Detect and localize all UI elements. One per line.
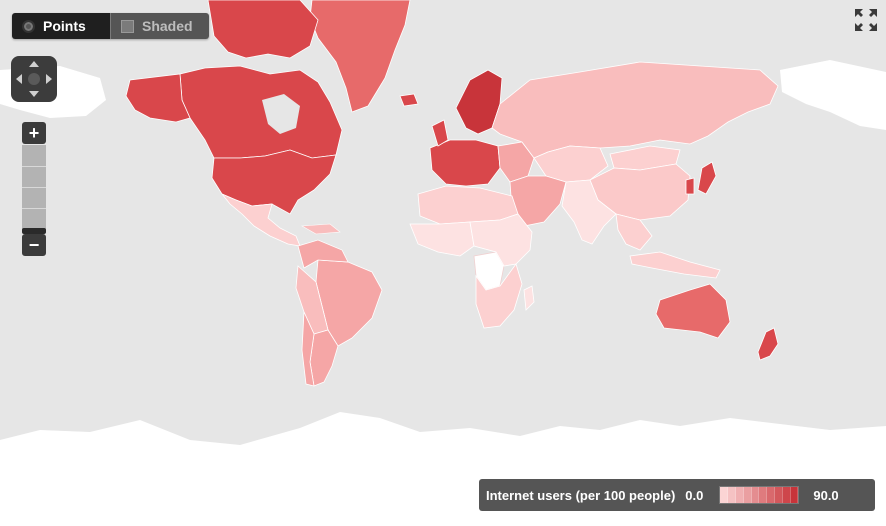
zoom-out-button[interactable]: − (22, 234, 46, 256)
pan-left-arrow[interactable] (16, 74, 22, 84)
country-chile[interactable] (301, 311, 315, 387)
pan-control[interactable] (11, 56, 57, 102)
tab-shaded-label: Shaded (142, 18, 193, 34)
country-southeast-asia[interactable] (615, 213, 653, 251)
legend-ramp-swatch (720, 487, 729, 503)
radio-icon (22, 19, 35, 33)
country-greenland[interactable] (309, 0, 411, 113)
country-iceland[interactable] (399, 93, 419, 107)
zoom-control: + − (22, 122, 46, 256)
country-west-africa[interactable] (409, 221, 475, 257)
legend-ramp-swatch (774, 487, 783, 503)
zoom-slider-thumb[interactable] (22, 228, 46, 234)
pan-center (28, 73, 40, 85)
legend-min-label: 0.0 (685, 487, 704, 503)
view-mode-toggle: Points Shaded (12, 13, 209, 39)
country-colombia-venezuela[interactable] (297, 239, 349, 269)
pan-arrows-icon (16, 61, 52, 97)
legend-color-ramp (719, 486, 800, 504)
legend-ramp-swatch (759, 487, 768, 503)
pan-up-arrow[interactable] (29, 61, 39, 67)
country-india[interactable] (561, 179, 617, 245)
hudson-bay (262, 94, 300, 134)
legend-ramp-swatch (767, 487, 775, 503)
land-nodata-east (780, 60, 886, 130)
fullscreen-button[interactable] (852, 6, 880, 34)
zoom-track[interactable] (22, 145, 46, 230)
pan-right-arrow[interactable] (46, 74, 52, 84)
legend-ramp-swatch (735, 487, 744, 503)
country-east-africa[interactable] (469, 213, 533, 267)
country-russia[interactable] (491, 61, 779, 159)
country-australia[interactable] (655, 283, 731, 339)
legend-ramp-swatch (790, 487, 799, 503)
country-indonesia[interactable] (629, 251, 721, 279)
legend-ramp-swatch (782, 487, 791, 503)
legend-ramp-swatch (743, 487, 752, 503)
legend-title: Internet users (per 100 people) (486, 487, 676, 503)
country-western-europe[interactable] (429, 139, 501, 187)
map-legend: Internet users (per 100 people) 0.0 90.0 (479, 479, 875, 511)
legend-ramp-swatch (751, 487, 760, 503)
country-korea[interactable] (685, 177, 695, 195)
pan-down-arrow[interactable] (29, 91, 39, 97)
tab-points[interactable]: Points (12, 13, 110, 39)
fullscreen-expand-icon (855, 9, 877, 31)
country-southern-africa[interactable] (475, 263, 523, 329)
legend-ramp-swatch (728, 487, 736, 503)
caribbean-islands[interactable] (300, 223, 341, 235)
legend-max-label: 90.0 (813, 487, 839, 503)
country-japan[interactable] (697, 161, 717, 195)
zoom-in-button[interactable]: + (22, 122, 46, 144)
shaded-square-icon (121, 19, 134, 33)
country-mexico[interactable] (221, 193, 301, 247)
tab-shaded[interactable]: Shaded (110, 13, 209, 39)
tab-points-label: Points (43, 18, 86, 34)
country-madagascar[interactable] (523, 285, 535, 311)
country-new-zealand[interactable] (757, 327, 779, 361)
country-usa-alaska[interactable] (125, 73, 191, 123)
country-canada-arctic-islands[interactable] (207, 0, 319, 59)
country-uk-ireland[interactable] (431, 119, 449, 147)
